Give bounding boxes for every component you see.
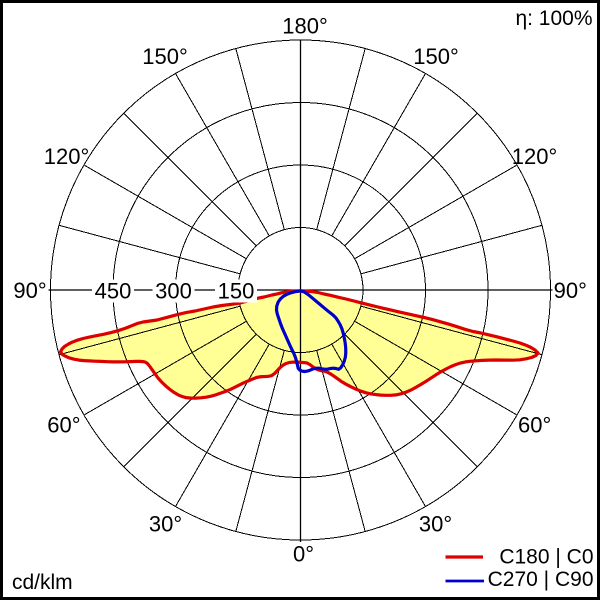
svg-text:90°: 90° — [13, 278, 46, 303]
svg-text:150: 150 — [218, 279, 255, 304]
svg-text:η: 100%: η: 100% — [515, 7, 592, 30]
svg-text:60°: 60° — [47, 413, 80, 438]
svg-text:150°: 150° — [142, 44, 188, 69]
svg-text:90°: 90° — [554, 278, 587, 303]
svg-text:180°: 180° — [282, 14, 328, 39]
svg-text:C270 | C90: C270 | C90 — [488, 568, 594, 591]
svg-text:0°: 0° — [293, 542, 314, 567]
svg-text:C180 | C0: C180 | C0 — [499, 546, 593, 569]
svg-text:30°: 30° — [419, 512, 452, 537]
svg-text:120°: 120° — [44, 144, 90, 169]
svg-text:60°: 60° — [518, 413, 551, 438]
svg-text:450: 450 — [95, 279, 132, 304]
svg-text:150°: 150° — [413, 44, 459, 69]
svg-text:cd/klm: cd/klm — [12, 571, 73, 594]
svg-text:120°: 120° — [512, 144, 558, 169]
svg-text:30°: 30° — [149, 512, 182, 537]
svg-text:300: 300 — [155, 279, 192, 304]
